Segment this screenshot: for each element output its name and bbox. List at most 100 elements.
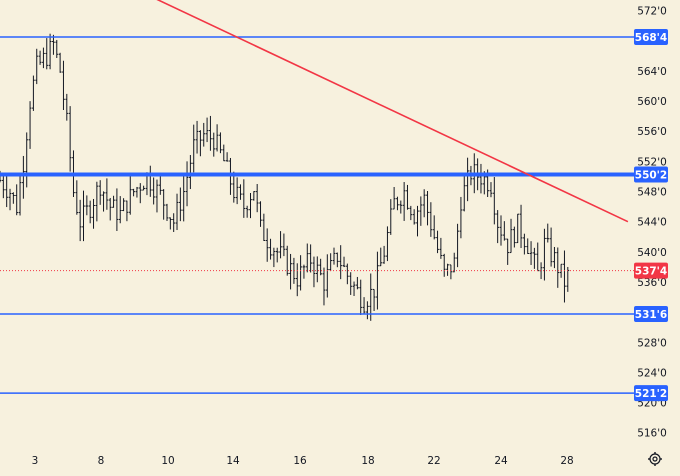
ohlc-bar [436, 230, 439, 254]
svg-text:521'2: 521'2 [635, 388, 667, 400]
ohlc-bar [75, 180, 79, 215]
ohlc-bar [499, 215, 503, 246]
x-tick-label: 8 [98, 455, 105, 467]
ohlc-bar [492, 177, 496, 225]
ohlc-bar [225, 152, 229, 162]
ohlc-bar [512, 226, 516, 248]
ohlc-bar [563, 250, 566, 303]
ohlc-bar [142, 185, 146, 191]
ohlc-bar [422, 189, 426, 218]
svg-text:550'2: 550'2 [635, 170, 667, 182]
ohlc-bar [282, 233, 286, 257]
ohlc-bar [359, 279, 363, 316]
ohlc-bar [429, 202, 433, 237]
ohlc-bar [546, 223, 550, 243]
ohlc-bar [115, 188, 119, 232]
ohlc-bar [21, 155, 25, 199]
ohlc-bar [138, 183, 142, 204]
ohlc-bar [222, 144, 226, 162]
ohlc-bar [78, 199, 82, 242]
ohlc-bar [289, 253, 292, 290]
ohlc-bar [55, 39, 59, 58]
ohlc-bar [553, 246, 556, 269]
ohlc-bar [269, 238, 272, 260]
ohlc-bar [456, 223, 459, 268]
ohlc-bar [506, 238, 510, 265]
svg-text:537'4: 537'4 [635, 266, 667, 278]
ohlc-bar [132, 188, 135, 197]
ohlc-bar [272, 247, 276, 268]
ohlc-bar [112, 195, 115, 208]
ohlc-bar [319, 258, 323, 276]
ohlc-bar [239, 184, 242, 200]
x-axis[interactable]: 3 8 10 14 16 18 22 24 28 [32, 455, 574, 467]
level-price-tag: 531'6 [634, 306, 668, 322]
ohlc-bar [262, 213, 266, 242]
ohlc-bar [355, 276, 359, 290]
ohlc-bar [25, 132, 29, 188]
trendline-layer[interactable] [117, 0, 629, 223]
ohlc-bar [432, 215, 436, 240]
x-tick-label: 18 [361, 455, 374, 467]
ohlc-bar [392, 186, 396, 210]
ohlc-bar [102, 191, 105, 212]
ohlc-bar [162, 189, 166, 220]
svg-text:531'6: 531'6 [635, 309, 667, 321]
ohlc-bar [95, 181, 99, 222]
ohlc-bar [62, 60, 65, 111]
ohlc-bar [65, 93, 69, 121]
ohlc-bar [522, 233, 526, 255]
ohlc-bar [412, 209, 416, 225]
ohlc-bar [526, 238, 530, 254]
ohlc-bar [299, 255, 302, 291]
ohlc-bar [402, 182, 406, 221]
ohlc-bar [462, 173, 466, 212]
x-tick-label: 14 [226, 455, 240, 467]
ohlc-bar [8, 188, 12, 211]
ohlc-bar [479, 163, 483, 194]
ohlc-bar [52, 34, 55, 55]
ohlc-bar [452, 252, 456, 273]
y-axis[interactable]: 572'0 564'0 560'0 556'0 552'0 548'0 544'0 540'0… [637, 6, 667, 440]
ohlc-bars [0, 33, 570, 321]
level-price-tag: 568'4 [634, 29, 668, 45]
level-price-tag: 550'2 [634, 166, 668, 183]
ohlc-bar [18, 174, 22, 216]
ohlc-bar [549, 227, 553, 267]
settings-gear-icon[interactable] [648, 452, 662, 466]
ohlc-bar [1, 173, 5, 199]
ohlc-bar [315, 256, 319, 283]
ohlc-bar [11, 192, 15, 204]
y-tick-label: 536'0 [637, 277, 667, 289]
ohlc-bar [85, 195, 89, 216]
ohlc-bar [118, 196, 122, 224]
ohlc-bar [165, 203, 169, 221]
ohlc-bar [389, 199, 393, 235]
last-price-tag: 537'4 [634, 262, 668, 279]
ohlc-bar [533, 247, 536, 269]
ohlc-bar [362, 297, 366, 314]
ohlc-bar [235, 177, 239, 205]
ohlc-bar [28, 101, 32, 149]
ohlc-bar [32, 75, 35, 111]
ohlc-bar [426, 190, 429, 226]
trendline[interactable] [117, 0, 629, 223]
ohlc-bar [38, 50, 42, 65]
x-tick-label: 3 [32, 455, 39, 467]
x-tick-label: 28 [560, 455, 573, 467]
ohlc-bar [212, 132, 216, 157]
ohlc-bar [305, 243, 309, 273]
ohlc-bar [312, 256, 316, 288]
ohlc-bar [158, 174, 162, 195]
ohlc-bar [135, 186, 139, 198]
ohlc-bar [275, 247, 279, 263]
ohlc-bar [409, 205, 413, 221]
ohlc-bar [249, 193, 252, 219]
ohlc-bar [382, 245, 386, 264]
ohlc-bar [108, 197, 112, 221]
ohlc-bar [399, 200, 403, 214]
ohlc-bar [185, 161, 189, 207]
ohlc-bar [175, 193, 179, 231]
